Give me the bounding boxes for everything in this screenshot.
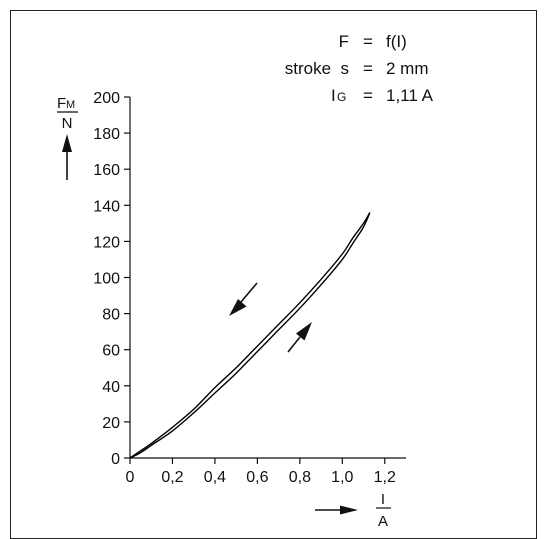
y-tick-label: 0 xyxy=(111,451,120,468)
x-tick-label: 1,2 xyxy=(374,469,396,486)
annotation-line2-rhs: 2 mm xyxy=(386,59,429,78)
x-tick-label: 1,0 xyxy=(331,469,353,486)
annotation-line1-rhs: f(I) xyxy=(386,32,407,51)
annotation-line1-eq: = xyxy=(363,32,373,51)
y-tick-label: 80 xyxy=(102,307,120,324)
y-tick-label: 20 xyxy=(102,415,120,432)
chart-border xyxy=(10,10,537,539)
x-axis-label: I A xyxy=(315,491,391,530)
annotation-line3-rhs: 1,11 A xyxy=(386,86,434,105)
y-tick-label: 160 xyxy=(93,162,120,179)
annotation-line3-lhs: I xyxy=(331,86,336,105)
y-tick-label: 40 xyxy=(102,379,120,396)
y-axis-direction-arrow-head xyxy=(62,134,72,152)
y-axis-label: F M N xyxy=(57,95,78,180)
annotation-line2-eq: = xyxy=(363,59,373,78)
series-decreasing-line xyxy=(129,212,371,459)
y-axis-label-sub: M xyxy=(66,99,75,111)
x-axis-ticks: 0 0,2 0,4 0,6 0,8 1,0 1,2 xyxy=(126,458,396,486)
annotation-block: F = f(I) stroke s = 2 mm I G = 1,11 A xyxy=(285,32,434,105)
x-tick-label: 0 xyxy=(126,469,135,486)
annotation-line3-lhs-sub: G xyxy=(337,90,346,104)
y-tick-label: 200 xyxy=(93,90,120,107)
x-tick-label: 0,2 xyxy=(161,469,183,486)
increasing-direction-arrow xyxy=(287,322,312,353)
y-tick-label: 60 xyxy=(102,343,120,360)
y-axis-ticks: 0 20 40 60 80 100 120 140 160 180 200 xyxy=(93,90,130,468)
x-axis-direction-arrow-head xyxy=(340,505,358,515)
x-axis-label-unit: A xyxy=(378,513,388,530)
y-tick-label: 100 xyxy=(93,271,120,288)
x-axis-label-num: I xyxy=(381,491,385,508)
y-tick-label: 120 xyxy=(93,234,120,251)
x-tick-label: 0,4 xyxy=(204,469,226,486)
y-tick-label: 180 xyxy=(93,126,120,143)
x-tick-label: 0,8 xyxy=(289,469,311,486)
annotation-line2-lhs: stroke s xyxy=(285,59,349,78)
series-layer xyxy=(129,212,371,459)
annotation-line1-lhs: F xyxy=(339,32,349,51)
x-tick-label: 0,6 xyxy=(246,469,268,486)
y-axis-label-unit: N xyxy=(62,115,73,132)
decreasing-direction-arrow xyxy=(229,282,258,316)
y-tick-label: 140 xyxy=(93,198,120,215)
series-increasing-line xyxy=(129,212,371,459)
annotation-line3-eq: = xyxy=(363,86,373,105)
y-axis-label-main: F xyxy=(57,95,66,112)
